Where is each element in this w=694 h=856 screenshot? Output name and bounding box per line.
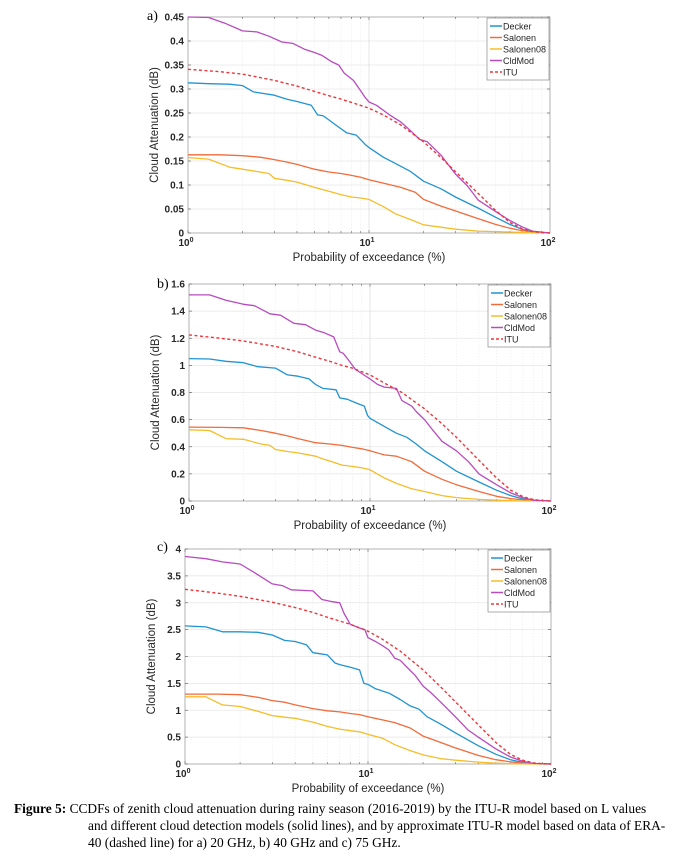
legend-label-itu: ITU: [504, 335, 519, 345]
series-line-itu: [184, 588, 552, 765]
y-tick-label: 1: [175, 706, 181, 717]
y-tick-label: 0.4: [170, 37, 184, 48]
legend-label-salonen: Salonen: [503, 33, 536, 43]
legend-label-salonen: Salonen: [504, 565, 537, 575]
series-line-salonen: [188, 154, 551, 234]
y-tick-label: 1.2: [171, 334, 185, 345]
legend-label-itu: ITU: [503, 68, 518, 78]
y-tick-label: 3.5: [167, 571, 181, 582]
series-line-cldmod: [187, 16, 551, 234]
series-line-cldmod: [189, 294, 552, 502]
chart-panel-a: a) 0 0.05 0.1 0.15 0.2 0.25 0.3 0.35 0.4 0.45 100 1…: [0, 0, 694, 270]
series-line-salonen08: [188, 429, 552, 502]
y-tick-label: 0.25: [165, 109, 185, 120]
panel-label-b: b): [157, 277, 169, 292]
y-tick-label: 0.6: [171, 415, 185, 426]
x-tick-label: 102: [540, 237, 555, 249]
y-tick-label: 0.15: [165, 157, 185, 168]
series-line-decker: [187, 82, 551, 234]
y-tick-label: 2: [175, 652, 181, 663]
series-line-decker: [184, 625, 552, 765]
caption-text-1: CCDFs of zenith cloud attenuation during…: [69, 801, 647, 816]
chart-panel-c: c) 0 0.5 1 1.5 2 2.5 3 3.5 4 100 101 102 Probability…: [0, 535, 694, 800]
legend-label-decker: Decker: [503, 22, 532, 32]
series-line-decker: [188, 357, 552, 502]
x-axis-label: Probability of exceedance (%): [294, 520, 447, 532]
series-lines: [184, 555, 552, 765]
x-tick-label: 101: [358, 768, 373, 780]
chart-c: 0 0.5 1 1.5 2 2.5 3 3.5 4 100 101 102 Probability of…: [146, 545, 557, 796]
legend-label-salonen08: Salonen08: [503, 45, 546, 55]
series-lines: [188, 294, 552, 502]
panel-label-c: c): [157, 540, 168, 555]
legend-label-cldmod: CldMod: [503, 56, 534, 66]
figure-caption: Figure 5: CCDFs of zenith cloud attenuat…: [14, 800, 694, 851]
y-tick-label: 2.5: [167, 625, 181, 636]
y-tick-label: 1.5: [167, 679, 181, 690]
y-axis-label: Cloud Attenuation (dB): [149, 67, 161, 183]
x-tick-label: 100: [175, 768, 190, 780]
chart-panel-b: b) 0 0.2 0.4 0.6 0.8 1 1.2 1.4 1.6 100 101 102 Proba…: [0, 270, 694, 540]
legend-label-cldmod: CldMod: [504, 323, 535, 333]
x-tick-label: 100: [179, 505, 194, 517]
series-line-salonen08: [185, 696, 551, 765]
x-axis-label: Probability of exceedance (%): [292, 783, 445, 795]
series-line-salonen08: [187, 156, 551, 234]
y-tick-label: 0: [179, 497, 185, 508]
series-line-salonen: [188, 426, 552, 502]
y-tick-label: 0.05: [165, 205, 185, 216]
y-tick-label: 0.8: [171, 388, 185, 399]
panel-label-a: a): [147, 9, 158, 24]
x-axis-label: Probability of exceedance (%): [293, 252, 446, 264]
legend-label-itu: ITU: [504, 600, 519, 610]
series-line-cldmod: [184, 555, 552, 765]
caption-line-3: 40 (dashed line) for a) 20 GHz, b) 40 GH…: [88, 835, 401, 850]
y-tick-label: 0.35: [165, 61, 185, 72]
y-tick-label: 4: [175, 545, 181, 556]
series-line-salonen: [185, 693, 552, 765]
x-tick-label: 102: [541, 505, 556, 517]
legend-label-salonen08: Salonen08: [504, 577, 547, 587]
legend-label-salonen: Salonen: [504, 300, 537, 310]
x-tick-label: 102: [541, 768, 556, 780]
y-tick-label: 0: [178, 229, 184, 240]
legend-label-decker: Decker: [504, 289, 533, 299]
series-line-itu: [188, 334, 552, 502]
x-tick-label: 100: [178, 237, 193, 249]
x-tick-label: 101: [360, 505, 375, 517]
y-axis-label: Cloud Attenuation (dB): [150, 334, 162, 450]
y-tick-label: 3: [175, 598, 181, 609]
y-tick-label: 1.6: [171, 280, 185, 291]
y-tick-label: 0.2: [170, 133, 184, 144]
y-axis-label: Cloud Attenuation (dB): [146, 598, 158, 714]
chart-b: 0 0.2 0.4 0.6 0.8 1 1.2 1.4 1.6 100 101 102 Probabil…: [150, 280, 557, 533]
caption-line-1: Figure 5: CCDFs of zenith cloud attenuat…: [14, 800, 694, 817]
y-tick-label: 1: [179, 361, 185, 372]
y-tick-label: 1.4: [171, 307, 185, 318]
x-tick-label: 101: [359, 237, 374, 249]
y-tick-label: 0.2: [171, 469, 185, 480]
y-tick-label: 0.3: [170, 85, 184, 96]
series-line-itu: [187, 68, 551, 234]
caption-line-2: and different cloud detection models (so…: [88, 818, 666, 833]
y-tick-label: 0.5: [167, 733, 181, 744]
chart-a: 0 0.05 0.1 0.15 0.2 0.25 0.3 0.35 0.4 0.45 100 101 1…: [149, 13, 556, 265]
y-tick-label: 0.4: [171, 442, 185, 453]
caption-lead: Figure 5:: [14, 801, 67, 816]
legend-label-salonen08: Salonen08: [504, 312, 547, 322]
series-lines: [187, 16, 551, 234]
legend-label-cldmod: CldMod: [504, 588, 535, 598]
legend-label-decker: Decker: [504, 554, 533, 564]
y-tick-label: 0.1: [170, 181, 184, 192]
y-tick-label: 0.45: [165, 13, 185, 24]
y-tick-label: 0: [175, 760, 181, 771]
